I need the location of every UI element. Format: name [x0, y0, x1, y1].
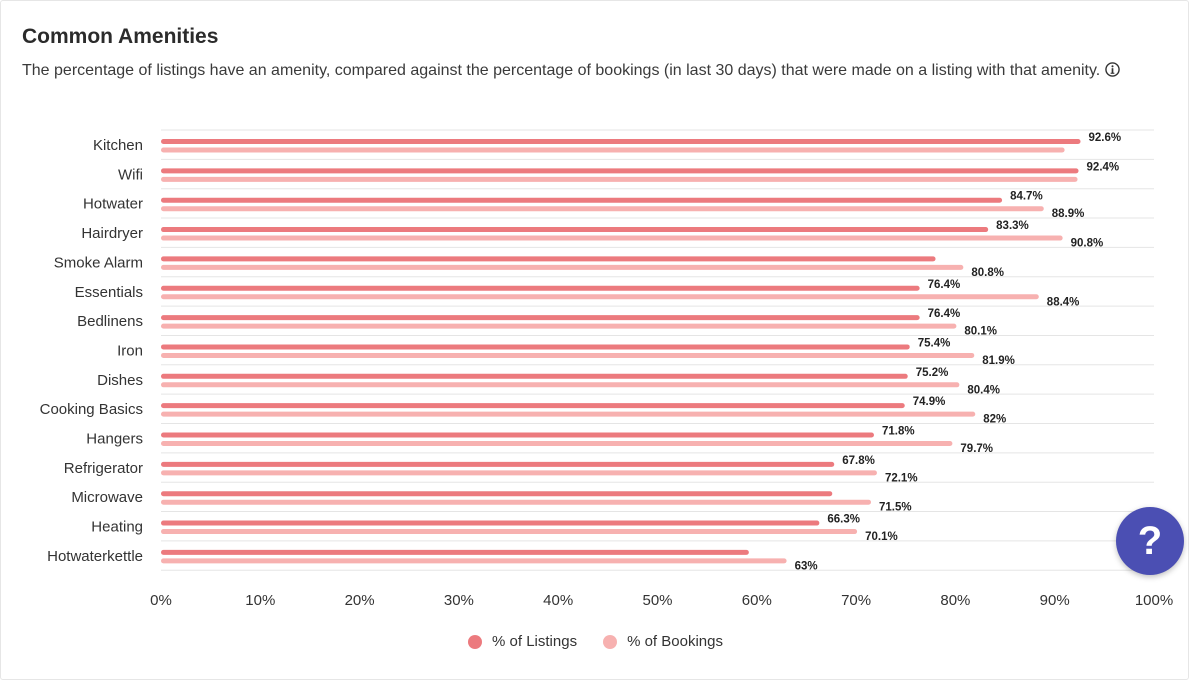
bar [161, 403, 905, 409]
data-label: 83.3% [996, 220, 1029, 232]
data-label: 90.8% [1071, 238, 1104, 250]
category-label: Smoke Alarm [54, 254, 143, 271]
x-tick-label: 100% [1135, 592, 1173, 609]
data-label: 75.2% [916, 367, 949, 379]
bar [161, 558, 787, 564]
data-label: 80.8% [971, 267, 1004, 279]
bar [161, 491, 833, 497]
category-label: Refrigerator [64, 460, 143, 477]
bar [161, 176, 1078, 182]
x-tick-label: 70% [841, 592, 871, 609]
category-label: Hangers [86, 431, 143, 448]
x-tick-label: 50% [642, 592, 672, 609]
x-tick-label: 80% [940, 592, 970, 609]
data-label: 70.1% [865, 531, 898, 543]
data-label: 71.5% [879, 502, 912, 514]
bar [161, 520, 820, 526]
category-label: Hotwaterkettle [47, 548, 143, 565]
category-label: Hairdryer [81, 225, 143, 242]
x-tick-label: 30% [444, 592, 474, 609]
legend-label-listings: % of Listings [492, 633, 578, 650]
help-icon: ? [1137, 518, 1163, 563]
data-label: 66.3% [827, 514, 860, 526]
data-label: 92.4% [1087, 161, 1120, 173]
x-tick-label: 60% [742, 592, 772, 609]
legend-dot-listings [468, 634, 483, 649]
chart-title: Common Amenities [22, 25, 219, 48]
bar [161, 441, 953, 446]
bar [161, 294, 1039, 300]
legend-label-bookings: % of Bookings [627, 633, 723, 650]
bar [161, 256, 936, 262]
data-label: 75.4% [918, 337, 951, 349]
data-label: 67.8% [842, 455, 875, 467]
category-label: Wifi [118, 166, 143, 183]
subtitle-text: The percentage of listings have an ameni… [22, 62, 1101, 79]
bar [161, 197, 1003, 203]
bar [161, 382, 960, 388]
legend-dot-bookings [603, 634, 618, 649]
legend-item-bookings[interactable]: % of Bookings [603, 633, 723, 650]
x-tick-label: 10% [245, 592, 275, 609]
x-tick-label: 0% [150, 592, 172, 609]
data-label: 72.1% [885, 472, 918, 484]
data-label: 76.4% [928, 279, 961, 291]
chart-subtitle: The percentage of listings have an ameni… [22, 59, 1162, 82]
bar-chart: Kitchen 92.6% Wifi 92.4% Hotwater 84.7% 88.9% H… [40, 129, 1173, 609]
bar [161, 411, 976, 417]
category-label: Heating [91, 519, 143, 536]
data-label: 63% [795, 560, 818, 572]
bar [161, 499, 871, 505]
category-label: Hotwater [83, 196, 143, 213]
bar [161, 264, 964, 270]
x-tick-label: 90% [1040, 592, 1070, 609]
bar [161, 529, 858, 535]
legend-item-listings[interactable]: % of Listings [468, 633, 577, 650]
data-label: 79.7% [960, 443, 993, 455]
bar [161, 352, 975, 358]
bar [161, 470, 877, 476]
data-label: 74.9% [913, 396, 946, 408]
category-label: Bedlinens [77, 313, 143, 330]
bar [161, 139, 1081, 144]
bar [161, 315, 920, 321]
bar [161, 373, 908, 379]
data-label: 71.8% [882, 426, 915, 438]
help-button[interactable]: ? [1116, 507, 1184, 575]
data-label: 80.4% [967, 384, 1000, 396]
category-label: Dishes [97, 372, 143, 389]
bar [161, 344, 910, 350]
bar [161, 147, 1065, 153]
bar [161, 432, 874, 438]
data-label: 81.9% [982, 355, 1015, 367]
bar [161, 549, 749, 555]
bar [161, 227, 989, 233]
data-label: 84.7% [1010, 191, 1043, 203]
info-icon[interactable] [1105, 62, 1121, 77]
chart-legend: % of Listings % of Bookings [1, 633, 1189, 650]
bar [161, 206, 1044, 212]
x-tick-label: 40% [543, 592, 573, 609]
data-label: 80.1% [964, 326, 997, 338]
bar [161, 323, 957, 329]
x-tick-label: 20% [345, 592, 375, 609]
bar [161, 285, 920, 291]
data-label: 92.6% [1089, 132, 1122, 144]
category-label: Iron [117, 342, 143, 359]
category-label: Kitchen [93, 137, 143, 154]
category-label: Cooking Basics [40, 401, 143, 418]
bar [161, 168, 1079, 174]
data-label: 88.4% [1047, 296, 1080, 308]
bar [161, 461, 835, 467]
category-label: Essentials [75, 284, 143, 301]
bar [161, 235, 1063, 241]
category-label: Microwave [71, 489, 143, 506]
data-label: 82% [983, 414, 1006, 426]
data-label: 88.9% [1052, 208, 1085, 220]
data-label: 76.4% [928, 308, 961, 320]
